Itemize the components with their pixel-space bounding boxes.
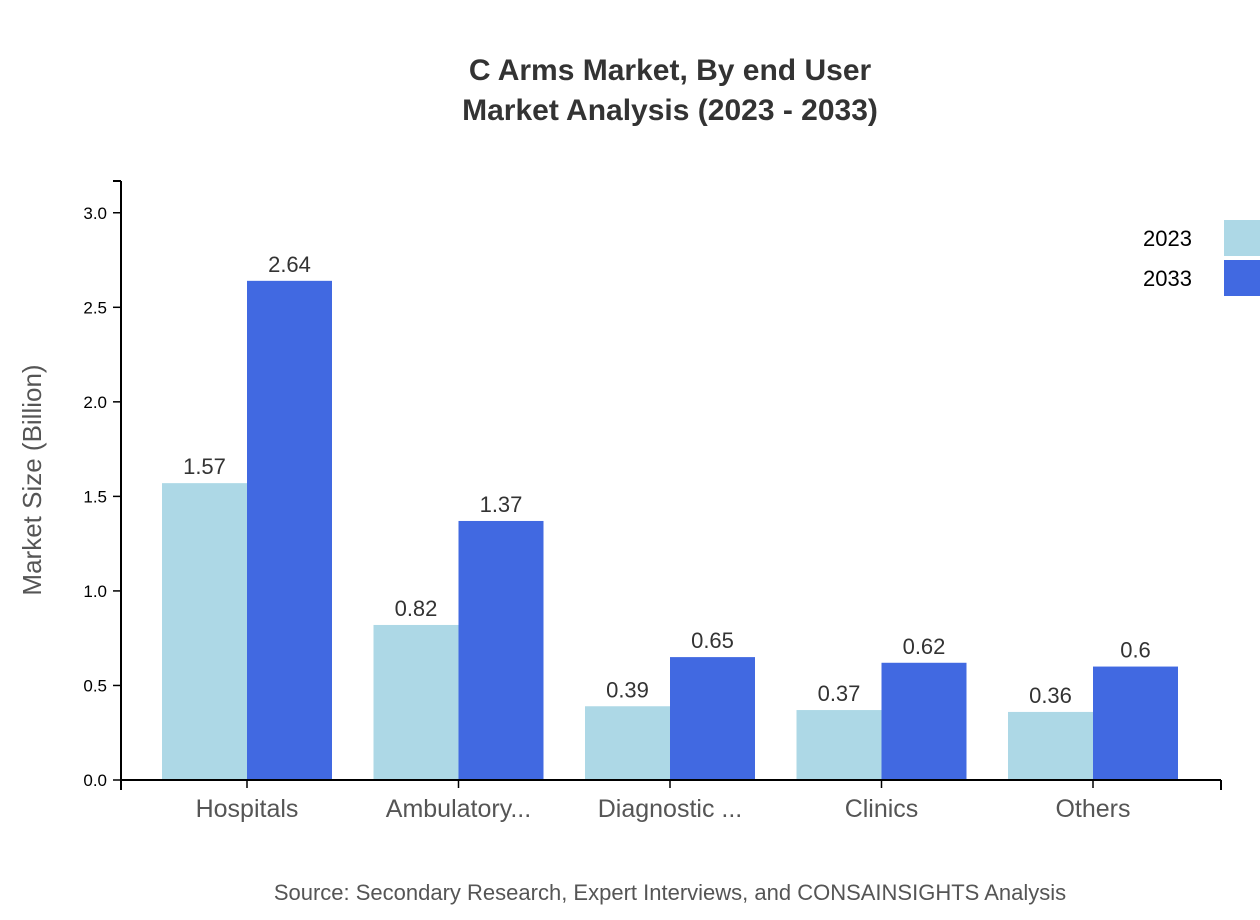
y-tick-label: 0.0: [83, 771, 107, 790]
axes: 0.0 0.5 1.0 1.5 2.0 2.5 3.0 Hospitals Ambulatory…: [83, 180, 1222, 823]
bar-2023: [162, 483, 247, 780]
bar-2033: [458, 520, 544, 780]
y-tick-label: 3.0: [83, 204, 107, 223]
y-tick-label: 2.5: [83, 298, 107, 317]
y-tick-label: 2.0: [83, 393, 107, 412]
y-tick-label: 1.5: [83, 487, 107, 506]
legend-swatch-2023: [1224, 220, 1260, 256]
x-tick-label: Clinics: [845, 795, 919, 823]
x-tick-label: Diagnostic ...: [598, 795, 743, 823]
chart-subtitle: Market Analysis (2023 - 2033): [462, 94, 878, 127]
x-tick-label: Hospitals: [196, 795, 299, 823]
data-label: 0.65: [691, 628, 734, 653]
bar-2033: [881, 662, 967, 780]
data-label: 0.82: [395, 596, 438, 621]
legend-swatch-2033: [1224, 260, 1260, 296]
y-axis-label: Market Size (Billion): [17, 364, 47, 595]
bar-2033: [670, 657, 755, 780]
bar-2023: [585, 706, 670, 780]
bar-2023: [373, 624, 459, 780]
bar-2023: [796, 710, 882, 780]
data-label: 1.57: [183, 454, 226, 479]
data-label: 0.6: [1120, 638, 1151, 663]
y-tick-label: 1.0: [83, 582, 107, 601]
x-tick-label: Ambulatory...: [386, 795, 531, 823]
data-label: 1.37: [480, 492, 523, 517]
data-label: 0.62: [903, 634, 946, 659]
x-tick-label: Others: [1055, 795, 1130, 823]
bar-2023: [1008, 711, 1093, 780]
y-tick-label: 0.5: [83, 676, 107, 695]
bar-2033: [247, 280, 332, 780]
chart-title: C Arms Market, By end User: [469, 54, 872, 87]
data-label: 0.36: [1029, 683, 1072, 708]
data-label: 0.37: [818, 681, 861, 706]
legend-label: 2023: [1143, 226, 1192, 251]
legend: 2023 2033: [1143, 220, 1260, 296]
bar-2033: [1093, 666, 1178, 780]
data-label: 2.64: [268, 252, 311, 277]
data-label: 0.39: [606, 677, 649, 702]
source-note: Source: Secondary Research, Expert Inter…: [274, 880, 1066, 905]
bars: 1.57 2.64 0.82 1.37 0.39 0.65 0.37 0.62 0.36 0.6: [162, 252, 1178, 780]
legend-label: 2033: [1143, 266, 1192, 291]
